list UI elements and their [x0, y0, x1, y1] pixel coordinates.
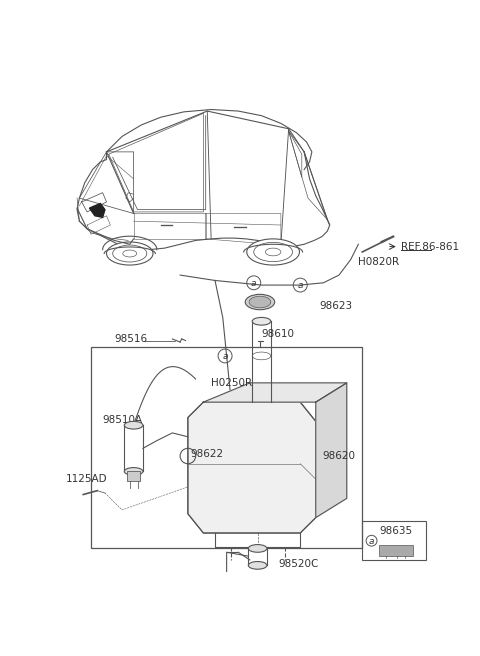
Polygon shape	[204, 383, 347, 402]
Text: 98610: 98610	[262, 329, 295, 339]
Text: 98516: 98516	[114, 334, 147, 344]
Text: a: a	[251, 279, 256, 287]
Polygon shape	[127, 472, 140, 481]
Polygon shape	[188, 402, 316, 533]
Bar	[362, 522, 426, 560]
Bar	[91, 346, 362, 548]
Ellipse shape	[245, 295, 275, 310]
Text: 98510A: 98510A	[103, 415, 143, 425]
Ellipse shape	[248, 544, 267, 552]
Ellipse shape	[254, 242, 292, 262]
Ellipse shape	[123, 250, 137, 257]
Text: 98622: 98622	[190, 449, 223, 459]
Text: H0820R: H0820R	[359, 257, 399, 267]
Text: a: a	[222, 352, 228, 361]
Ellipse shape	[124, 421, 143, 429]
Polygon shape	[379, 544, 413, 556]
Text: 98635: 98635	[379, 525, 412, 536]
Ellipse shape	[107, 242, 153, 265]
Text: REF.86-861: REF.86-861	[401, 241, 459, 252]
Text: 98520C: 98520C	[278, 559, 319, 569]
Polygon shape	[316, 383, 347, 518]
Text: H0250R: H0250R	[211, 378, 252, 388]
Text: a: a	[298, 281, 303, 290]
Text: a: a	[369, 537, 374, 546]
Ellipse shape	[247, 239, 300, 265]
Ellipse shape	[124, 468, 143, 475]
Text: 1125AD: 1125AD	[66, 474, 108, 484]
Ellipse shape	[248, 562, 267, 569]
Ellipse shape	[252, 318, 271, 325]
Ellipse shape	[249, 297, 271, 308]
Ellipse shape	[265, 248, 281, 256]
Text: 98620: 98620	[322, 451, 355, 461]
Ellipse shape	[113, 245, 147, 262]
Polygon shape	[89, 203, 105, 217]
Text: 98623: 98623	[320, 301, 353, 311]
